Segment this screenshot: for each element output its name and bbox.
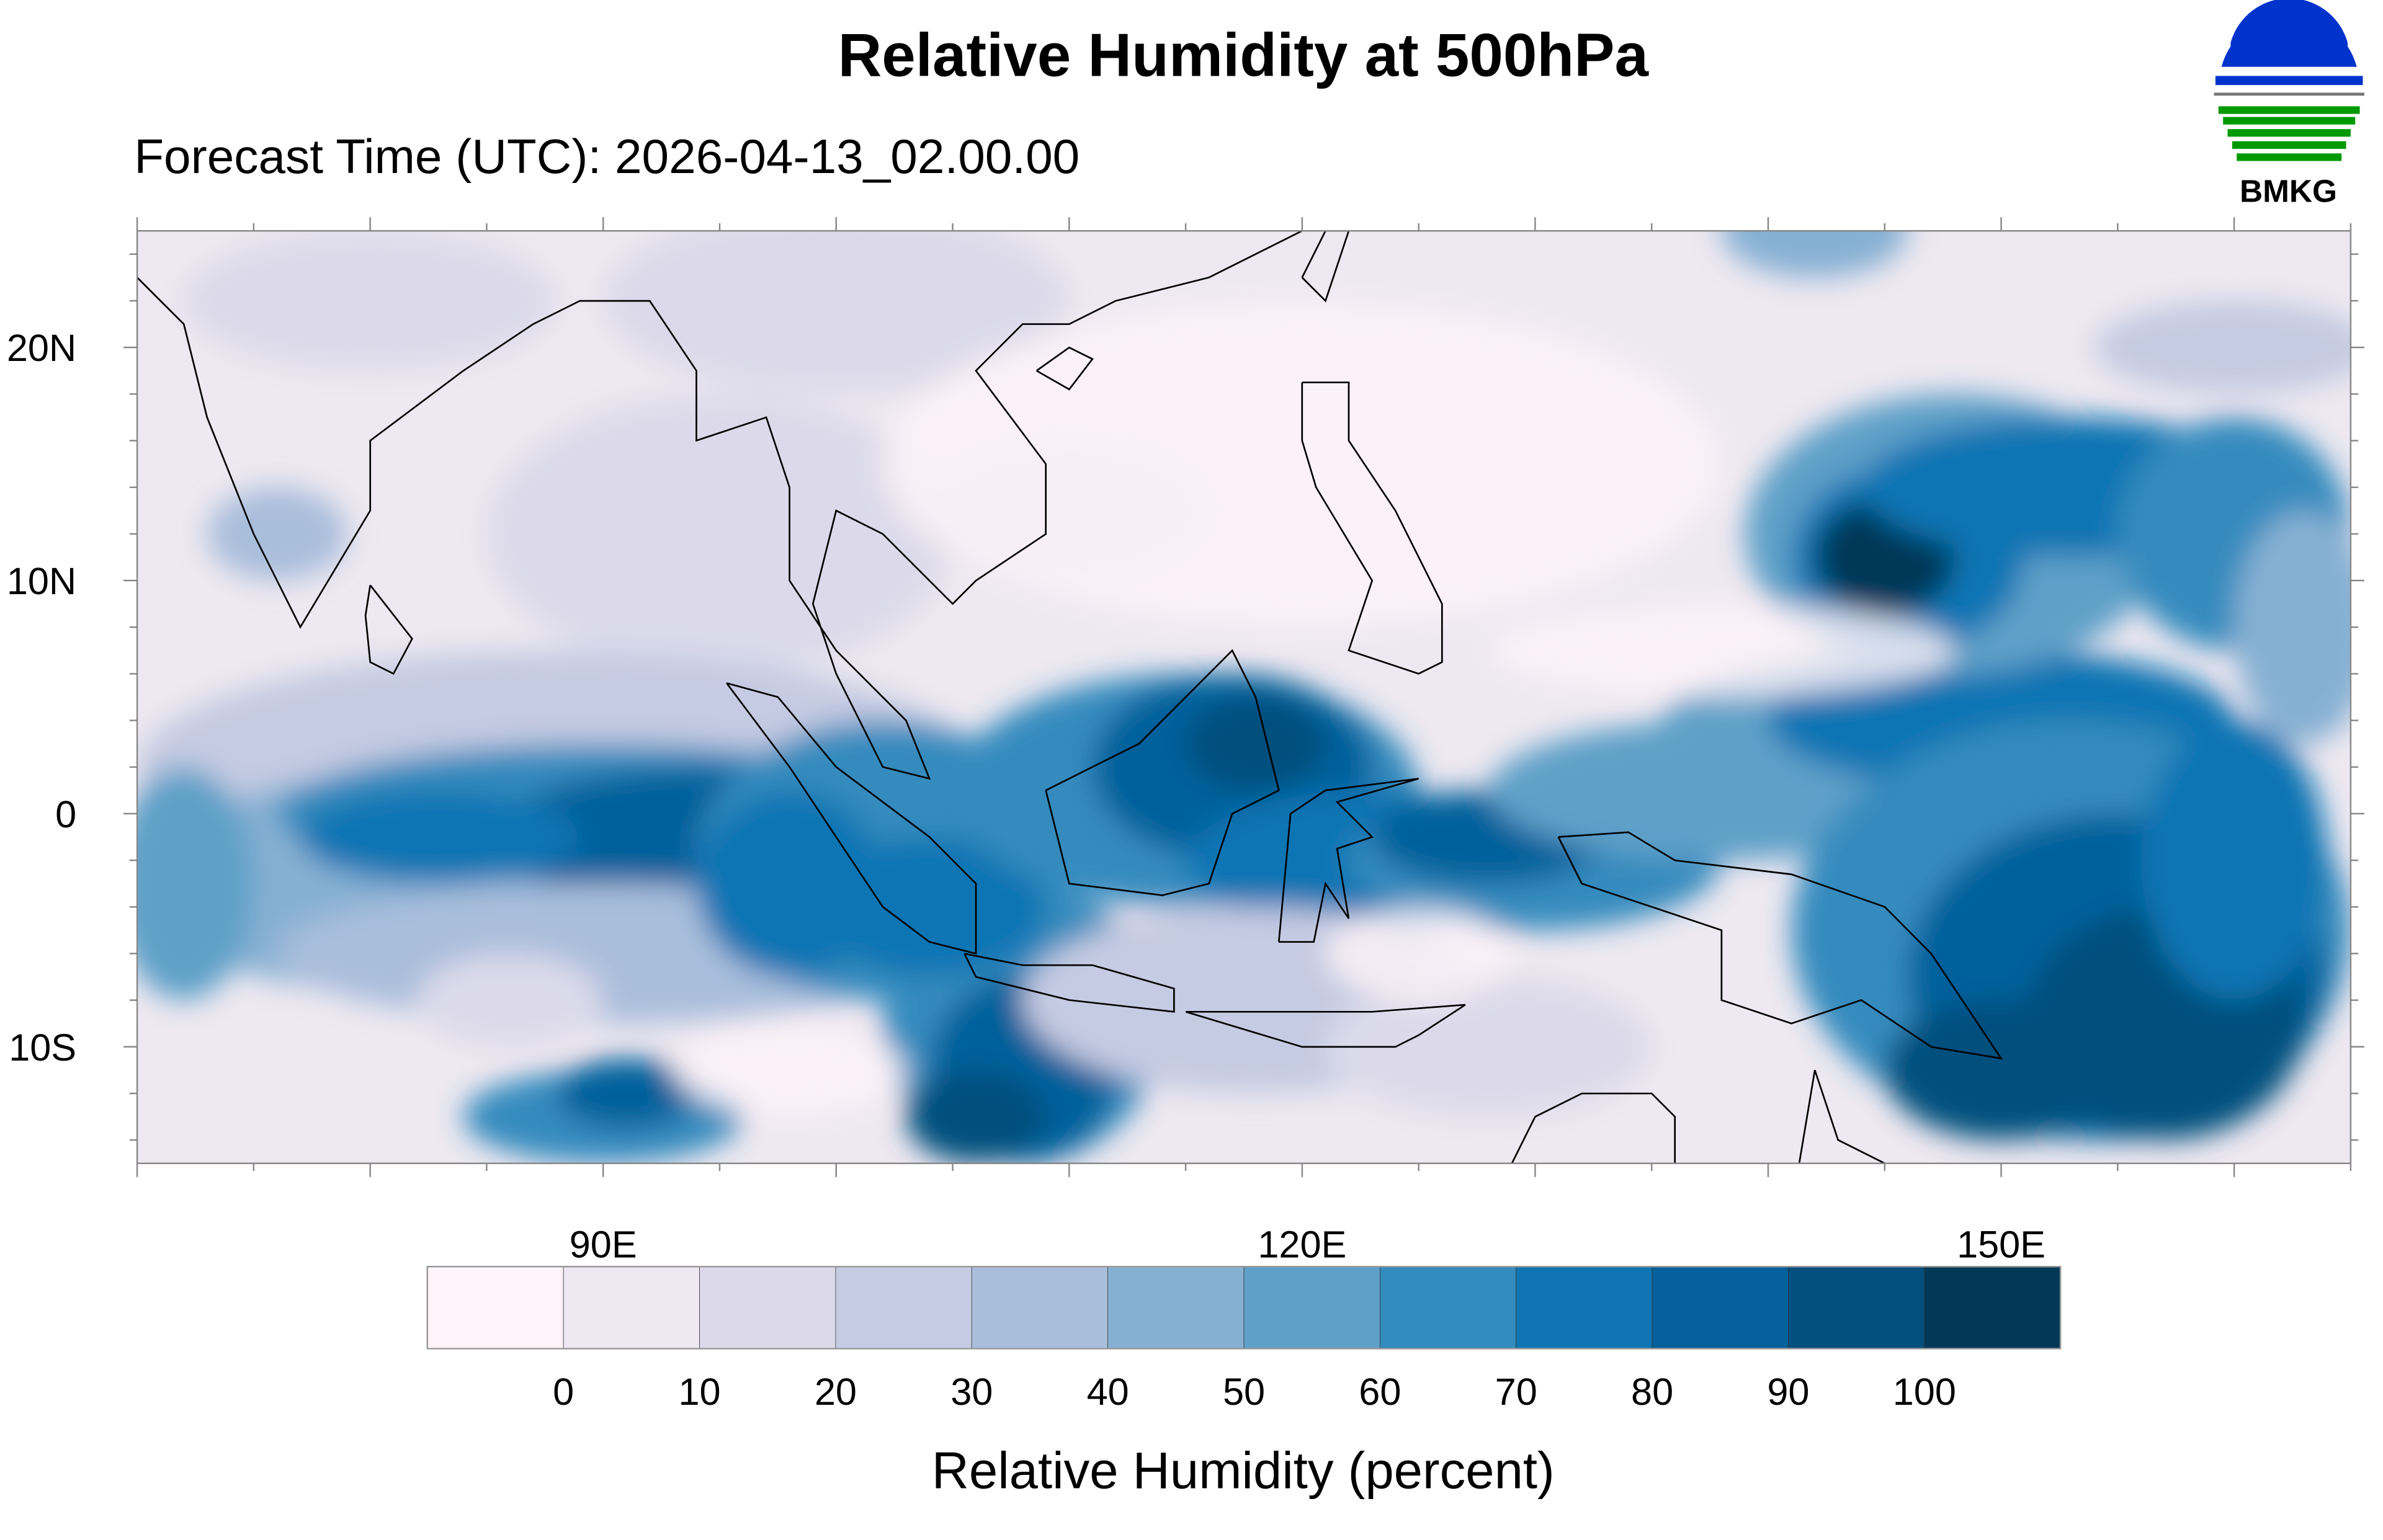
colorbar-swatch [835, 1266, 972, 1349]
colorbar-label: 100 [1893, 1371, 1956, 1413]
forecast-time: Forecast Time (UTC): 2026-04-13_02.00.00 [134, 129, 1080, 184]
colorbar-swatch [1924, 1266, 2061, 1349]
humidity-region [557, 1058, 697, 1129]
colorbar-label: 90 [1767, 1371, 1809, 1413]
colorbar-title: Relative Humidity (percent) [932, 1442, 1555, 1500]
colorbar-label: 50 [1223, 1371, 1265, 1413]
humidity-region [2140, 720, 2328, 1000]
lat-tick-label: 10N [7, 560, 76, 602]
coastline-srilanka [364, 584, 413, 675]
coastline-java [963, 953, 1175, 1013]
humidity-region [2234, 510, 2351, 744]
coastline-sulawesi [1277, 778, 1419, 943]
lat-tick-label: 0 [55, 793, 76, 835]
coastline-taiwan [1301, 231, 1350, 303]
humidity-region [1884, 1000, 2118, 1140]
coastline-nusa [1185, 1004, 1466, 1048]
coastline-sumatra [726, 682, 977, 955]
lon-tick-label: 90E [570, 1224, 637, 1266]
colorbar-label: 40 [1087, 1371, 1129, 1413]
lon-tick-label: 150E [1957, 1224, 2045, 1266]
bmkg-logo: BMKG [2214, 0, 2364, 209]
humidity-region [1721, 231, 1908, 278]
colorbar-swatch [1516, 1266, 1653, 1349]
colorbar-swatch [1788, 1266, 1925, 1349]
colorbar-swatch [427, 1266, 564, 1349]
humidity-region [207, 487, 347, 581]
coastline-australia [1511, 1069, 1885, 1164]
page-title: Relative Humidity at 500hPa [838, 20, 1650, 89]
logo-text: BMKG [2240, 173, 2337, 209]
humidity-region [486, 394, 953, 674]
coastline-borneo [1045, 649, 1280, 896]
humidity-region [300, 790, 580, 884]
axis-ticks [123, 217, 2364, 1177]
dry-region [1488, 603, 1955, 697]
map-panel [137, 231, 2351, 1164]
lat-tick-label: 10S [9, 1026, 76, 1069]
coastline-newguinea [1557, 831, 2003, 1060]
humidity-region [416, 953, 604, 1047]
dry-region [1325, 907, 1512, 1000]
lon-tick-label: 120E [1258, 1224, 1346, 1266]
coastline-hainan [1035, 346, 1094, 391]
colorbar-swatch [563, 1266, 700, 1349]
colorbar-label: 70 [1495, 1371, 1537, 1413]
colorbar-label: 60 [1359, 1371, 1401, 1413]
colorbar-swatch [1107, 1266, 1245, 1349]
dry-region [883, 301, 1722, 627]
map-frame [136, 229, 2352, 1164]
humidity-region [696, 790, 883, 977]
colorbar-swatch [1243, 1266, 1380, 1349]
humidity-region [184, 231, 557, 371]
lat-tick-label: 20N [7, 327, 76, 369]
humidity-region [1325, 977, 1652, 1117]
colorbar-label: 80 [1631, 1371, 1673, 1413]
colorbar-swatch [971, 1266, 1108, 1349]
coastline-india [137, 231, 1303, 780]
humidity-region [906, 1070, 1046, 1164]
colorbar-swatch [699, 1266, 836, 1349]
coastlines [137, 231, 2003, 1164]
coastline-philippines [1301, 381, 1443, 675]
humidity-region [1186, 697, 1326, 791]
humidity-region [2094, 301, 2351, 394]
colorbar: 0 10 20 30 40 50 60 70 80 90 100 [426, 1266, 2062, 1413]
colorbar-label: 20 [815, 1371, 857, 1413]
colorbar-swatch [1652, 1266, 1789, 1349]
colorbar-label: 0 [553, 1371, 574, 1413]
dry-region [673, 1023, 906, 1117]
humidity-region [137, 767, 254, 1000]
humidity-region [603, 231, 1070, 394]
colorbar-label: 10 [678, 1371, 720, 1413]
colorbar-swatch [1379, 1266, 1517, 1349]
colorbar-label: 30 [950, 1371, 993, 1413]
